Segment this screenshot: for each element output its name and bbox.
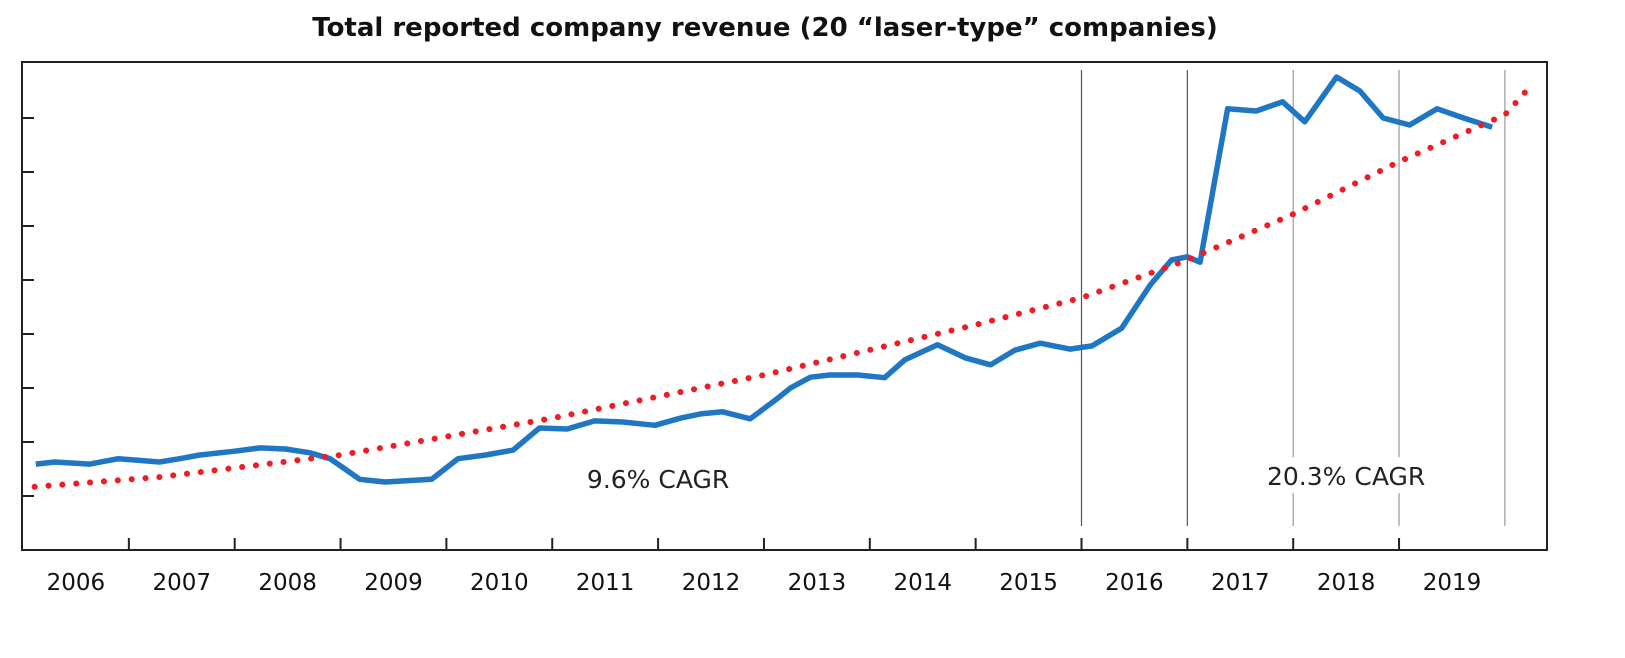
x-tick-label: 2008 bbox=[258, 570, 317, 596]
annotation-background bbox=[584, 459, 732, 496]
cagr-annotation: 9.6% CAGR bbox=[587, 465, 729, 494]
annotation-background bbox=[1265, 457, 1427, 494]
x-tick-label: 2018 bbox=[1317, 570, 1376, 596]
cagr-annotation: 20.3% CAGR bbox=[1267, 462, 1425, 491]
x-tick-label: 2007 bbox=[153, 570, 212, 596]
x-tick-label: 2019 bbox=[1423, 570, 1482, 596]
x-tick-label: 2016 bbox=[1105, 570, 1164, 596]
x-tick-label: 2015 bbox=[999, 570, 1058, 596]
x-tick-label: 2011 bbox=[576, 570, 635, 596]
x-tick-label: 2014 bbox=[893, 570, 952, 596]
trend-line bbox=[31, 79, 1537, 490]
x-tick-label: 2010 bbox=[470, 570, 529, 596]
x-tick-label: 2017 bbox=[1211, 570, 1270, 596]
x-tick-label: 2006 bbox=[47, 570, 106, 596]
x-tick-label: 2012 bbox=[682, 570, 741, 596]
x-tick-label: 2013 bbox=[788, 570, 847, 596]
x-tick-label: 2009 bbox=[364, 570, 423, 596]
plot-frame bbox=[21, 61, 1548, 551]
chart-title: Total reported company revenue (20 “lase… bbox=[312, 13, 1217, 43]
revenue-line bbox=[35, 74, 1494, 485]
